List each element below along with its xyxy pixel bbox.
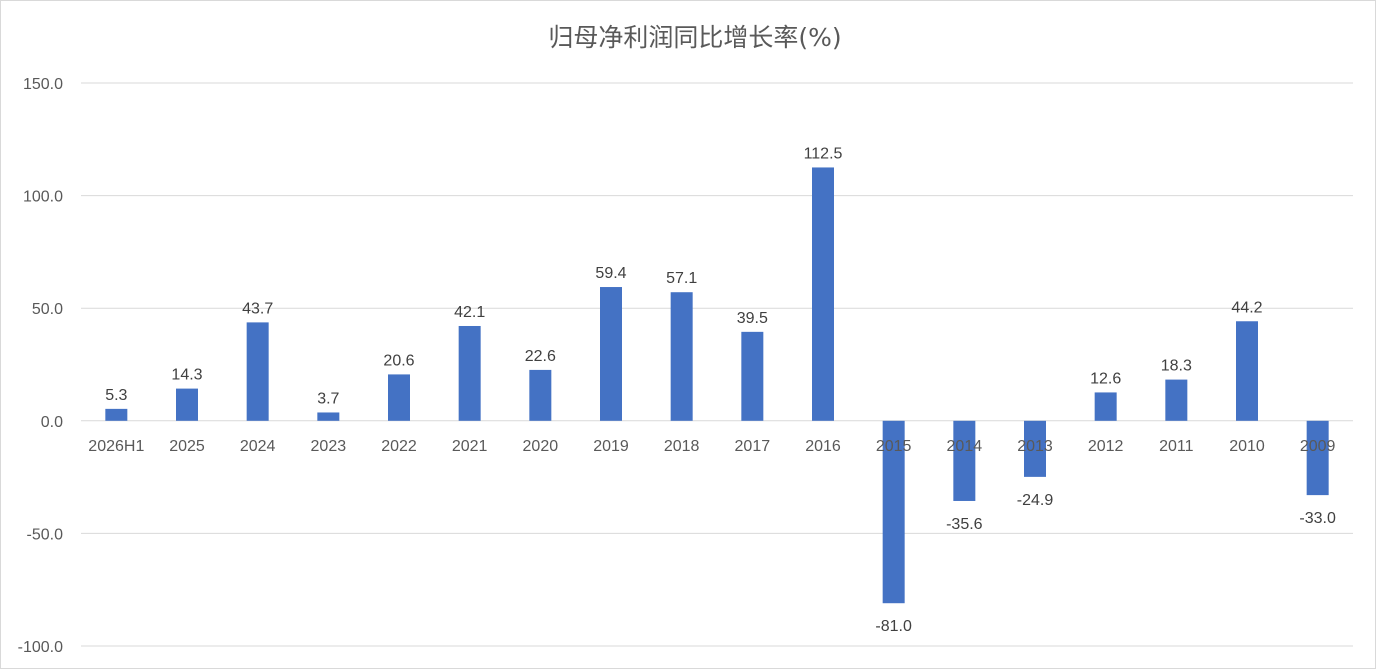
x-category-label: 2024 [240,438,276,455]
bar [1306,420,1329,496]
bar [1024,420,1046,477]
x-category-label: 2009 [1300,438,1336,455]
chart-title: 归母净利润同比增长率(%) [548,23,841,52]
x-category-label: 2025 [169,438,205,455]
y-tick-label: -100.0 [18,639,63,656]
x-category-label: 2016 [805,438,841,455]
data-label: -33.0 [1299,510,1336,527]
bar [670,292,693,421]
x-category-label: 2014 [947,438,983,455]
bar [1094,392,1117,421]
x-axis-categories: 2026H1 2025 2024 2023 2022 2021 2020 2019 2018 20… [88,438,1335,455]
data-label: 20.6 [383,352,414,369]
data-labels: 5.3 14.3 43.7 3.7 20.6 42.1 22.6 59.4 57.1 39.5 11… [105,145,1336,635]
data-label: -24.9 [1017,492,1054,509]
data-label: 3.7 [317,390,339,407]
bar [882,420,905,604]
bar [812,167,834,421]
x-category-label: 2013 [1017,438,1053,455]
x-category-label: 2018 [664,438,700,455]
x-category-label: 2012 [1088,438,1124,455]
bar [529,369,552,421]
bar [600,287,622,421]
x-category-label: 2022 [381,438,417,455]
bar [741,331,764,421]
y-tick-label: 50.0 [32,301,63,318]
data-label: 59.4 [595,265,626,282]
data-label: 112.5 [804,145,843,162]
data-label: 5.3 [105,387,127,404]
x-category-label: 2020 [523,438,559,455]
bar [1236,321,1258,421]
x-category-label: 2011 [1159,438,1194,455]
x-category-label: 2026H1 [88,438,144,455]
x-category-label: 2019 [593,438,629,455]
data-label: 42.1 [454,304,485,321]
bar [176,388,198,421]
x-category-label: 2017 [735,438,771,455]
bar [1165,379,1188,421]
x-category-label: 2010 [1229,438,1265,455]
data-label: 44.2 [1231,299,1262,316]
y-tick-label: -50.0 [27,526,64,543]
bar [458,325,481,421]
y-tick-label: 150.0 [23,76,63,93]
data-label: 18.3 [1161,358,1192,375]
data-label: -81.0 [875,618,912,635]
data-label: 12.6 [1090,370,1121,387]
x-category-label: 2023 [311,438,347,455]
data-label: 43.7 [242,300,273,317]
bar [105,408,128,421]
gridlines [81,82,1353,647]
bar [317,412,340,421]
data-label: 39.5 [737,310,768,327]
x-category-label: 2021 [452,438,488,455]
data-label: 57.1 [666,270,697,287]
data-label: 14.3 [171,367,202,384]
bar [953,420,976,501]
bar [388,374,410,421]
y-tick-label: 100.0 [23,189,63,206]
bars [105,167,1329,604]
bar [246,322,269,421]
y-axis-ticks: 150.0 100.0 50.0 0.0 -50.0 -100.0 [18,76,63,656]
data-label: -35.6 [946,516,983,533]
data-label: 22.6 [525,348,556,365]
x-category-label: 2015 [876,438,912,455]
y-tick-label: 0.0 [41,414,63,431]
